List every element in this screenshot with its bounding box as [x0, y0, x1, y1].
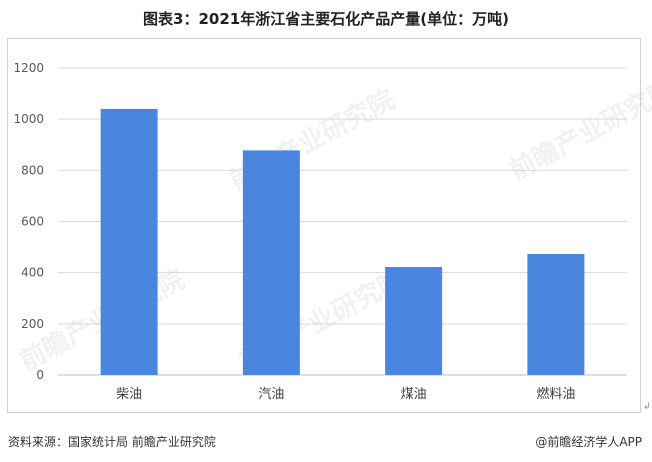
- y-tick-label: 600: [21, 215, 44, 229]
- y-tick-label: 800: [21, 163, 44, 177]
- source-note: 资料来源：国家统计局 前瞻产业研究院: [8, 435, 216, 449]
- x-tick-label: 燃料油: [536, 386, 575, 402]
- chart-frame: [7, 38, 641, 413]
- x-axis-ticks: 柴油 汽油 煤油 燃料油: [116, 386, 575, 402]
- brand-credit: @前瞻经济学人APP: [535, 435, 642, 449]
- bar-3: [385, 267, 443, 375]
- x-tick-label: 煤油: [401, 387, 427, 402]
- x-tick-label: 柴油: [116, 387, 142, 402]
- bar-2: [242, 150, 300, 375]
- y-tick-label: 200: [21, 317, 44, 331]
- y-tick-label: 1200: [13, 61, 44, 75]
- return-mark: ↲: [643, 402, 651, 412]
- bar-1: [100, 108, 158, 375]
- bars: [100, 108, 585, 375]
- y-axis-ticks: 0 200 400 600 800 1000 1200: [13, 61, 44, 382]
- x-tick-label: 汽油: [258, 387, 284, 402]
- y-tick-label: 400: [21, 266, 44, 280]
- bar-4: [527, 253, 585, 375]
- y-tick-label: 1000: [13, 112, 44, 126]
- y-tick-label: 0: [36, 368, 44, 382]
- chart-title: 图表3：2021年浙江省主要石化产品产量(单位：万吨): [143, 10, 509, 28]
